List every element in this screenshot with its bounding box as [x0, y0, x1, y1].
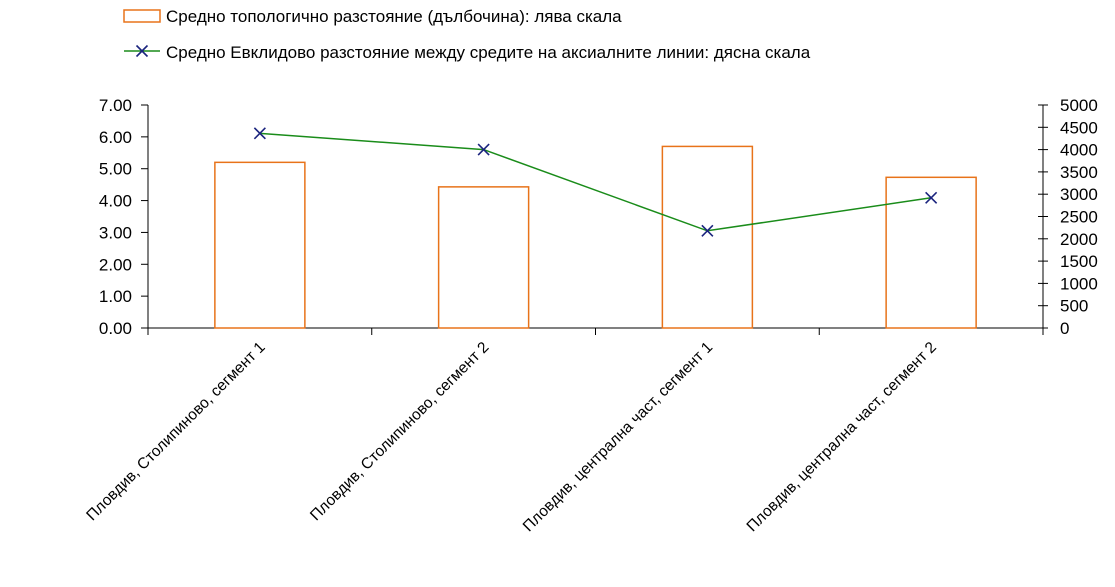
legend-line-x-marker [135, 44, 149, 58]
line-point [477, 143, 490, 156]
bar [437, 186, 530, 329]
right-tick-label: 5000 [1060, 96, 1098, 115]
left-tick-label: 5.00 [99, 160, 132, 179]
line-point [925, 191, 938, 204]
left-tick-label: 0.00 [99, 319, 132, 338]
left-tick-label: 2.00 [99, 255, 132, 274]
right-tick-label: 4000 [1060, 141, 1098, 160]
legend: Средно топологично разстояние (дълбочина… [123, 7, 811, 62]
line-series [253, 127, 938, 237]
right-tick-label: 1500 [1060, 252, 1098, 271]
right-tick-label: 1000 [1060, 274, 1098, 293]
left-tick-label: 7.00 [99, 96, 132, 115]
legend-line-marker [135, 44, 149, 58]
right-tick-label: 2500 [1060, 208, 1098, 227]
plot-area: 0.00 1.00 2.00 3.00 4.00 5.00 6.00 7.00 0 500 1000… [83, 96, 1097, 535]
category-label: Пловдив, Столипиново, сегмент 1 [83, 339, 268, 524]
left-tick-label: 4.00 [99, 192, 132, 211]
legend-bar-label: Средно топологично разстояние (дълбочина… [166, 7, 622, 26]
right-tick-label: 2000 [1060, 230, 1098, 249]
bar [885, 176, 977, 329]
right-tick-label: 500 [1060, 297, 1088, 316]
bar [661, 145, 754, 329]
bar [214, 161, 306, 329]
right-tick-label: 4500 [1060, 118, 1098, 137]
category-label: Пловдив, централна част, сегмент 2 [744, 339, 940, 535]
left-tick-label: 1.00 [99, 287, 132, 306]
line-point [253, 127, 266, 140]
left-tick-label: 3.00 [99, 223, 132, 242]
category-label: Пловдив, централна част, сегмент 1 [520, 339, 716, 535]
right-tick-label: 0 [1060, 319, 1069, 338]
right-tick-label: 3500 [1060, 163, 1098, 182]
legend-line-label: Средно Евклидово разстояние между средит… [166, 43, 811, 62]
right-tick-label: 3000 [1060, 185, 1098, 204]
left-tick-label: 6.00 [99, 128, 132, 147]
line-point [701, 224, 714, 237]
bar-series [214, 145, 977, 329]
legend-bar-swatch [123, 9, 161, 23]
category-label: Пловдив, Столипиново, сегмент 2 [307, 339, 492, 524]
series-line [259, 132, 932, 232]
